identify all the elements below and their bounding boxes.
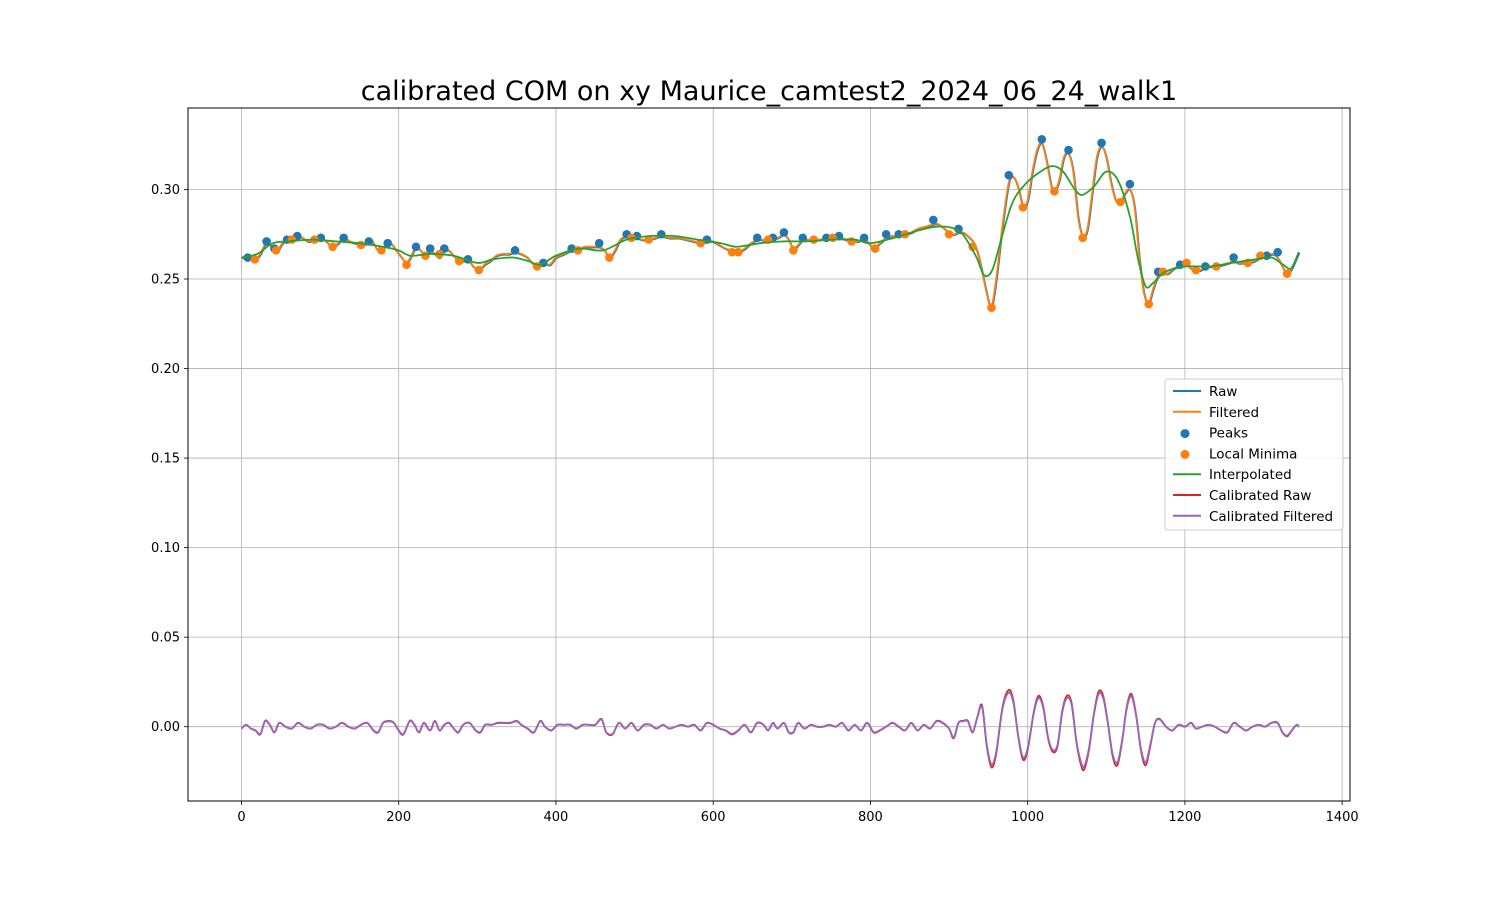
peak-point	[425, 244, 435, 253]
x-tick-label: 800	[858, 810, 883, 825]
local-minimum-point	[573, 246, 583, 255]
x-tick-label: 400	[544, 810, 569, 825]
local-minimum-point	[271, 246, 281, 255]
peak-point	[859, 233, 869, 243]
peak-point	[1273, 247, 1282, 257]
legend-box	[1164, 378, 1344, 531]
peak-point	[262, 237, 271, 246]
local-minimum-point	[1144, 299, 1154, 309]
local-minimum-point	[1116, 197, 1125, 207]
raw-line	[241, 142, 1301, 311]
legend-label: Filtered	[1209, 405, 1259, 421]
chart-title: calibrated COM on xy Maurice_camtest2_20…	[361, 76, 1177, 107]
x-tick-label: 1200	[1168, 810, 1201, 825]
y-tick-label: 0.05	[151, 631, 180, 646]
legend-label: Calibrated Raw	[1209, 488, 1311, 504]
local-minimum-point	[789, 246, 798, 255]
local-minimum-point	[1182, 258, 1191, 268]
filtered-line	[241, 141, 1300, 310]
x-tick-label: 1000	[1011, 810, 1044, 825]
legend-label: Local Minima	[1209, 446, 1297, 462]
legend-label: Interpolated	[1209, 467, 1292, 483]
local-minimum-point	[1191, 265, 1201, 275]
local-minimum-point	[1078, 233, 1087, 243]
local-minimum-point	[1018, 203, 1028, 212]
calibrated-filtered-line	[240, 691, 1300, 769]
interpolated-line	[241, 165, 1300, 289]
local-minimum-point	[809, 235, 819, 244]
peak-point	[1125, 179, 1135, 189]
peak-point	[383, 238, 392, 248]
x-tick-label: 200	[386, 810, 411, 825]
local-minimum-point	[421, 251, 430, 261]
local-minimum-point	[644, 235, 654, 244]
legend-label: Calibrated Filtered	[1209, 509, 1333, 525]
local-minimum-point	[870, 244, 880, 253]
local-minimum-point	[377, 246, 386, 255]
peak-point	[339, 233, 348, 243]
peak-point	[929, 215, 938, 225]
legend-label: Raw	[1209, 384, 1237, 400]
local-minimum-point	[944, 229, 954, 239]
series-area	[240, 135, 1301, 772]
local-minimum-point	[987, 303, 996, 312]
legend-swatch	[1180, 429, 1190, 439]
x-tick-label: 600	[701, 810, 726, 825]
local-minimum-point	[828, 233, 837, 243]
local-minimum-point	[1158, 267, 1168, 277]
local-minimum-point	[1050, 186, 1059, 196]
peak-point	[1004, 170, 1014, 180]
local-minimum-point	[287, 235, 297, 244]
y-tick-label: 0.10	[151, 541, 180, 556]
peak-point	[881, 229, 891, 239]
peak-point	[798, 233, 808, 243]
local-minimum-point	[454, 256, 464, 266]
local-minimum-point	[727, 247, 737, 257]
local-minimum-point	[402, 260, 411, 269]
x-tick-label: 0	[237, 810, 245, 825]
legend-swatch	[1180, 449, 1190, 459]
peak-point	[1229, 253, 1238, 262]
x-axis: 0 200 400 600 800 1000 1200 1400	[237, 801, 1359, 825]
peak-point	[1064, 145, 1073, 155]
y-tick-label: 0.30	[151, 183, 180, 198]
local-minimum-point	[1282, 269, 1292, 278]
local-minimum-point	[847, 237, 856, 246]
peak-point	[752, 233, 762, 243]
calibrated-raw-line	[240, 688, 1300, 772]
local-minimum-point	[328, 242, 337, 252]
local-minimum-point	[605, 253, 614, 262]
y-tick-label: 0.00	[151, 720, 180, 735]
peak-point	[510, 246, 520, 255]
local-minimum-point	[474, 265, 484, 275]
peak-point	[411, 242, 421, 252]
y-axis: 0.00 0.05 0.10 0.15 0.20 0.25 0.30	[151, 183, 188, 735]
legend-label: Peaks	[1209, 426, 1248, 442]
peak-point	[594, 238, 604, 248]
peak-point	[779, 228, 789, 237]
y-tick-label: 0.25	[151, 273, 180, 288]
local-minimum-point	[734, 247, 743, 257]
legend: Raw Filtered Peaks Local Minima Interpolated…	[1164, 378, 1344, 531]
peak-point	[1037, 135, 1047, 144]
peak-point	[656, 229, 666, 239]
peak-point	[954, 224, 963, 234]
x-tick-label: 1400	[1326, 810, 1359, 825]
y-tick-label: 0.15	[151, 452, 180, 467]
local-minimum-point	[250, 255, 260, 264]
plot-frame	[187, 107, 1351, 802]
y-tick-label: 0.20	[151, 362, 180, 377]
local-minimum-point	[356, 240, 366, 250]
peak-point	[1097, 138, 1106, 148]
